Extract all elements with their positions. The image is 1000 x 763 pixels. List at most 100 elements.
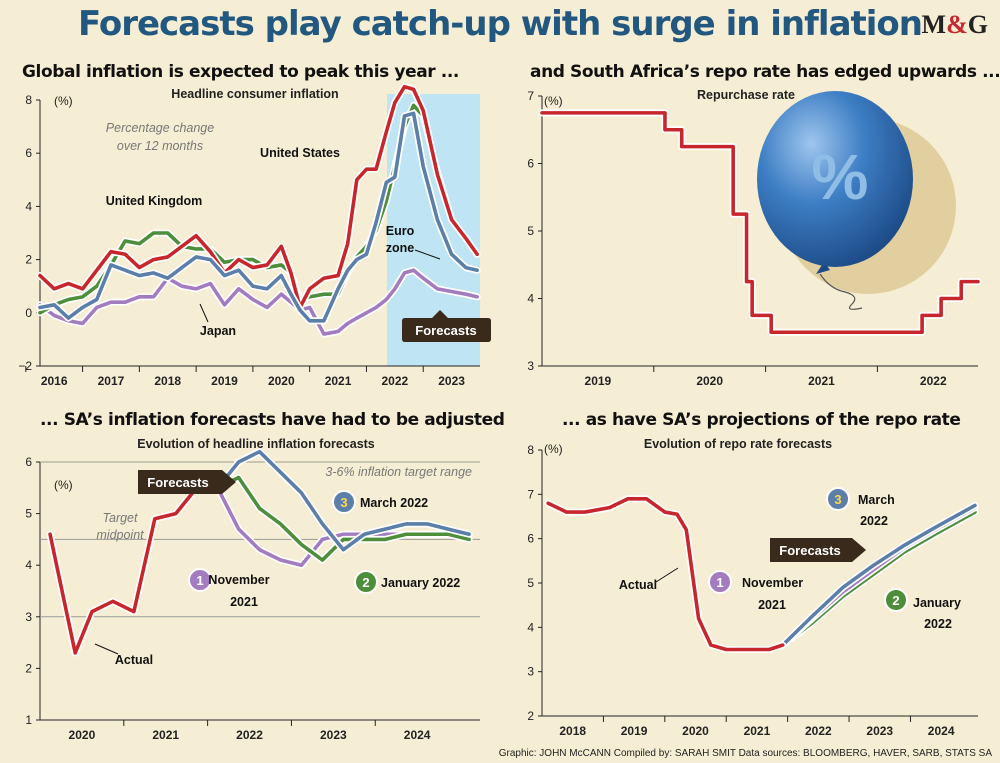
panel4-y-tick: 8 bbox=[527, 443, 534, 457]
panel3-x-tick: 2020 bbox=[69, 728, 96, 742]
balloon-illustration: % bbox=[757, 91, 956, 310]
panel4-y-tick: 7 bbox=[527, 487, 534, 501]
euro-zone-leader bbox=[414, 249, 441, 260]
panel3-y-tick: 5 bbox=[25, 507, 32, 521]
panel1-y-tick: 4 bbox=[25, 199, 32, 213]
panel2-y-tick: 4 bbox=[527, 292, 534, 306]
panel3-y-tick: 2 bbox=[25, 661, 32, 675]
badge-number-3: 3 bbox=[340, 495, 347, 510]
panel2-y-tick: 7 bbox=[527, 89, 534, 103]
badge-number-3: 3 bbox=[834, 492, 841, 507]
series-euro-zone bbox=[38, 111, 479, 323]
label-euro: Euro bbox=[386, 224, 415, 238]
panel1-x-tick: 2019 bbox=[211, 374, 238, 388]
panel1-subtitle: Headline consumer inflation bbox=[171, 87, 338, 101]
panel1-unit: (%) bbox=[54, 94, 73, 108]
badge-number-1: 1 bbox=[716, 575, 723, 590]
badge-november-2021: 1 November 2021 bbox=[188, 568, 270, 609]
panel4-y-tick: 3 bbox=[527, 665, 534, 679]
january-label: January 2022 bbox=[381, 576, 460, 590]
label-united-kingdom: United Kingdom bbox=[106, 194, 203, 208]
panel2-x-tick: 2020 bbox=[696, 374, 723, 388]
forecasts-tag-label: Forecasts bbox=[779, 543, 840, 558]
panel4-x-tick: 2021 bbox=[744, 724, 771, 738]
panel2-axes: 7 6 5 4 3 2019 2020 2021 2022 bbox=[527, 89, 978, 388]
panel1-x-tick: 2018 bbox=[154, 374, 181, 388]
panel4-y-tick: 4 bbox=[527, 620, 534, 634]
panel2-y-tick: 3 bbox=[527, 359, 534, 373]
credits: Graphic: JOHN McCANN Compiled by: SARAH … bbox=[498, 748, 992, 759]
series-actual bbox=[546, 496, 785, 652]
march-label: March bbox=[858, 493, 895, 507]
november-label: November bbox=[208, 573, 269, 587]
page-title: Forecasts play catch-up with surge in in… bbox=[77, 4, 923, 44]
badge-number-1: 1 bbox=[196, 573, 203, 588]
panel1-heading: Global inflation is expected to peak thi… bbox=[22, 62, 459, 82]
panel2-x-tick: 2019 bbox=[585, 374, 612, 388]
panel1-y-tick: 0 bbox=[25, 306, 32, 320]
panel3-y-tick: 1 bbox=[25, 713, 32, 727]
panel2-chart: 7 6 5 4 3 2019 2020 2021 2022 Repurchase rate (%… bbox=[527, 88, 982, 388]
badge-march-2022: 3 March 2022 bbox=[826, 487, 895, 528]
actual-leader bbox=[655, 567, 679, 583]
panel3-heading: ... SA’s inflation forecasts have had to… bbox=[40, 410, 505, 430]
panel2-y-tick: 6 bbox=[527, 157, 534, 171]
january-label: January bbox=[913, 596, 961, 610]
percent-icon: % bbox=[812, 141, 869, 213]
series-actual bbox=[48, 485, 220, 655]
series-repo-rate bbox=[540, 111, 980, 335]
november-year-label: 2021 bbox=[230, 595, 258, 609]
label-japan: Japan bbox=[200, 324, 236, 338]
panel1-x-tick: 2021 bbox=[325, 374, 352, 388]
logo-g: G bbox=[967, 10, 988, 39]
series-actual-outline bbox=[544, 495, 787, 653]
panel1-y-tick: 8 bbox=[25, 93, 32, 107]
panel4-x-tick: 2018 bbox=[559, 724, 586, 738]
panel4-x-tick: 2023 bbox=[866, 724, 893, 738]
panel1-x-tick: 2023 bbox=[438, 374, 465, 388]
badge-number-2: 2 bbox=[892, 593, 899, 608]
actual-label: Actual bbox=[115, 653, 153, 667]
panel3-chart: 6 5 4 3 2 1 2020 2021 2022 2023 2024 Evolution of … bbox=[25, 437, 480, 742]
panel1-note-line2: over 12 months bbox=[117, 139, 203, 153]
panel1-y-tick: 6 bbox=[25, 146, 32, 160]
forecasts-tag: Forecasts bbox=[138, 470, 236, 494]
series-japan bbox=[38, 268, 479, 336]
panel4-y-tick: 6 bbox=[527, 532, 534, 546]
series-united-states bbox=[38, 84, 479, 310]
panel4-subtitle: Evolution of repo rate forecasts bbox=[644, 437, 832, 451]
panel4-y-tick: 5 bbox=[527, 576, 534, 590]
panel3-y-tick: 6 bbox=[25, 455, 32, 469]
badge-january-2022: 2 January 2022 bbox=[354, 570, 460, 594]
panel1-note-line1: Percentage change bbox=[106, 121, 214, 135]
logo-m: M bbox=[921, 10, 947, 39]
january-year-label: 2022 bbox=[924, 617, 952, 631]
forecasts-tag: Forecasts bbox=[770, 538, 866, 562]
actual-leader bbox=[94, 643, 119, 655]
march-year-label: 2022 bbox=[860, 514, 888, 528]
badge-january-2022: 2 January 2022 bbox=[884, 588, 961, 631]
panel1-y-tick: 2 bbox=[25, 253, 32, 267]
panel4-x-tick: 2022 bbox=[805, 724, 832, 738]
panel3-subtitle: Evolution of headline inflation forecast… bbox=[137, 437, 375, 451]
november-label: November bbox=[742, 576, 803, 590]
series-march-2022 bbox=[780, 503, 977, 647]
badge-number-2: 2 bbox=[362, 575, 369, 590]
series-january-2022 bbox=[215, 475, 471, 562]
label-united-states: United States bbox=[260, 146, 340, 160]
panel2-heading: and South Africa’s repo rate has edged u… bbox=[530, 62, 1000, 82]
mg-logo: M&G bbox=[922, 10, 988, 40]
panel4-x-tick: 2024 bbox=[928, 724, 955, 738]
panel3-axes: 6 5 4 3 2 1 2020 2021 2022 2023 2024 bbox=[25, 455, 480, 742]
balloon bbox=[757, 91, 913, 267]
panel2-x-tick: 2021 bbox=[808, 374, 835, 388]
badge-november-2021: 1 November 2021 bbox=[708, 570, 803, 612]
panel1-x-tick: 2022 bbox=[381, 374, 408, 388]
series-march-2022 bbox=[215, 449, 471, 552]
forecasts-tag: Forecasts bbox=[402, 310, 491, 342]
panel3-y-tick: 4 bbox=[25, 558, 32, 572]
panel4-x-tick: 2019 bbox=[621, 724, 648, 738]
balloon-string bbox=[819, 273, 863, 310]
